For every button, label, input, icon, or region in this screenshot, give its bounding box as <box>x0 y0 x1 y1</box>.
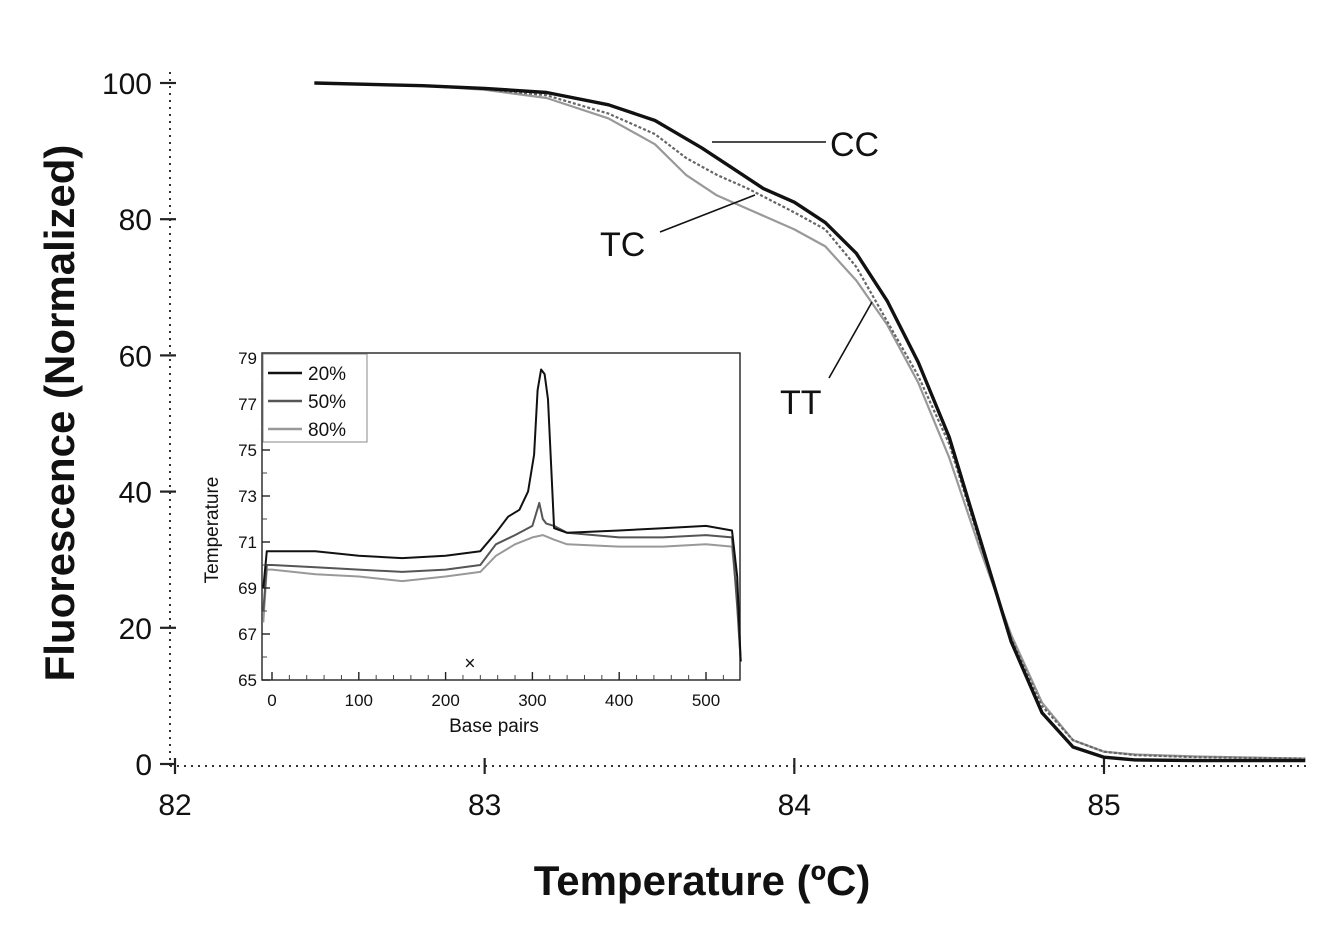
main-x-ticks: 82 83 84 85 <box>158 758 1121 822</box>
inset-y-tick-label: 79 <box>238 349 257 368</box>
inset-x-axis-title: Base pairs <box>449 716 539 737</box>
main-y-axis-title: Fluorescence (Normalized) <box>36 145 83 682</box>
inset-y-tick-label: 73 <box>238 487 257 506</box>
inset-x-tick-label: 400 <box>605 691 633 710</box>
series-line-cc <box>314 81 1306 763</box>
inset-chart: 65 67 69 71 73 75 77 79 0 100 200 300 400 500 20% 50… <box>202 349 742 737</box>
main-y-tick-label: 60 <box>119 340 152 373</box>
main-y-tick-label: 20 <box>119 613 152 646</box>
tc-label: TC <box>600 226 645 264</box>
inset-x-tick-label: 300 <box>518 691 546 710</box>
main-y-tick-label: 0 <box>135 749 152 782</box>
legend-label-80: 80% <box>308 420 346 441</box>
inset-x-tick-label: 200 <box>431 691 459 710</box>
inset-y-tick-label: 69 <box>238 579 257 598</box>
inset-series-line-50pct <box>262 501 742 662</box>
main-y-tick-label: 80 <box>119 204 152 237</box>
legend-label-50: 50% <box>308 392 346 413</box>
inset-y-tick-label: 77 <box>238 395 257 414</box>
cc-label: CC <box>830 126 879 164</box>
main-chart: 0 20 40 60 80 100 82 83 84 85 CC TC TT Temperatu… <box>36 68 1310 904</box>
main-x-axis-title: Temperature (ºC) <box>534 857 871 904</box>
main-x-tick-label: 83 <box>468 789 501 822</box>
main-x-tick-label: 85 <box>1087 789 1120 822</box>
inset-y-tick-label: 71 <box>238 533 257 552</box>
tc-callout-line <box>659 194 756 233</box>
main-series <box>314 81 1306 763</box>
inset-x-tick-label: 100 <box>345 691 373 710</box>
inset-series-line-20pct <box>262 368 742 662</box>
inset-x-tick-label: 500 <box>692 691 720 710</box>
main-axes <box>169 72 1310 767</box>
inset-series-line-80pct <box>262 534 742 662</box>
inset-series <box>262 368 742 662</box>
series-line-tt <box>314 81 1306 760</box>
series-line-tc <box>314 81 1306 760</box>
tt-label: TT <box>780 384 822 422</box>
inset-x-ticks: 0 100 200 300 400 500 <box>267 672 724 710</box>
legend-label-20: 20% <box>308 364 346 385</box>
main-x-tick-label: 84 <box>778 789 811 822</box>
inset-y-ticks: 65 67 69 71 73 75 77 79 <box>238 349 270 690</box>
mutation-position-marker: × <box>464 654 475 675</box>
inset-y-tick-label: 75 <box>238 441 257 460</box>
legend-box <box>262 353 368 443</box>
inset-y-axis-title: Temperature <box>202 477 223 584</box>
main-x-tick-label: 82 <box>158 789 191 822</box>
inset-y-tick-label: 65 <box>238 671 257 690</box>
main-y-tick-label: 100 <box>102 68 152 101</box>
main-y-ticks: 0 20 40 60 80 100 <box>102 68 176 782</box>
inset-y-tick-label: 67 <box>238 625 257 644</box>
curve-callouts: CC TC TT <box>600 126 879 422</box>
inset-x-tick-label: 0 <box>267 691 276 710</box>
main-y-tick-label: 40 <box>119 477 152 510</box>
inset-legend: 20% 50% 80% <box>262 353 368 443</box>
tt-callout-line <box>828 301 873 379</box>
